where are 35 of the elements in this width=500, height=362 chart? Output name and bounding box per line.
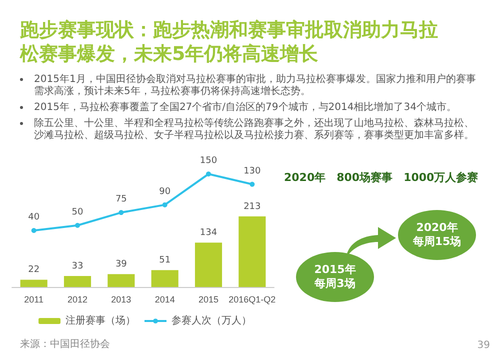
x-tick-label: 2012 <box>67 294 88 304</box>
bar <box>194 242 222 287</box>
data-label: 75 <box>115 194 127 205</box>
bar <box>238 216 266 287</box>
legend-label: 参赛人次（万人） <box>172 314 252 326</box>
data-label: 33 <box>72 262 84 272</box>
source-note: 来源：中国田径协会 <box>20 338 110 351</box>
bar <box>20 280 48 287</box>
x-tick-label: 2016Q1-Q2 <box>228 294 276 304</box>
legend-label: 注册赛事（场） <box>66 314 136 326</box>
data-label: 40 <box>28 212 40 222</box>
data-label: 51 <box>159 256 171 266</box>
x-tick-label: 2013 <box>111 294 132 304</box>
data-label: 213 <box>244 202 261 212</box>
chart-title: 跑步赛事现状：跑步热潮和赛事审批取消助力马拉松赛事爆发，未来5年仍将高速增长 <box>20 18 439 66</box>
ellipse-badge: 2015年 每周3场 <box>296 252 374 302</box>
text: 39 <box>477 340 490 351</box>
x-tick-label: 2015 <box>198 294 219 304</box>
bar <box>64 276 92 287</box>
data-label: 90 <box>159 186 171 197</box>
bar <box>108 274 135 287</box>
data-label: 134 <box>200 228 218 238</box>
x-tick-label: 2014 <box>154 294 175 304</box>
data-label: 150 <box>200 156 218 166</box>
data-label: 22 <box>28 265 40 276</box>
data-label: 130 <box>244 166 262 176</box>
x-tick-label: 2011 <box>24 294 44 304</box>
text: 2020年 800场赛事 1000万人参赛 <box>284 170 478 185</box>
text: 除五公里、十公里、半程和全程马拉松等传统公路跑赛事之外，还出现了山地马拉松、森林马拉松、沙滩马拉松、超级马拉松、女子半程马拉松以及马拉松接力赛、系列赛等，赛事类型更加丰富多样。 <box>34 118 475 142</box>
ellipse-badge: 2020年 每周15场 <box>398 210 476 260</box>
data-label: 50 <box>72 207 84 218</box>
text: 2015年1月，中国田径协会取消对马拉松赛事的审批，助力马拉松赛事爆发。国家力推和用户的赛事需求高涨，预计未来5年，马拉松赛事仍将保持高速增长态势。 <box>34 74 477 98</box>
bar <box>151 270 178 287</box>
text: 2015年，马拉松赛事覆盖了全国27个省市/自治区的79个城市，与2014相比增加了34个城市。 <box>34 102 458 114</box>
data-label: 39 <box>115 260 128 270</box>
